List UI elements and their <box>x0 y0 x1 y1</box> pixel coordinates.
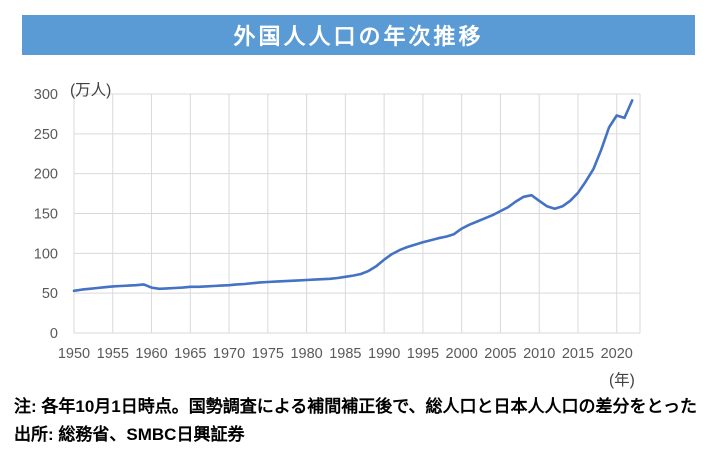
y-tick-label: 250 <box>34 127 58 143</box>
x-tick-label: 1995 <box>407 346 439 362</box>
y-tick-label: 50 <box>42 286 58 302</box>
x-tick-label: 1950 <box>58 346 90 362</box>
y-tick-label: 300 <box>34 87 58 103</box>
chart-title: 外国人人口の年次推移 <box>233 24 484 49</box>
x-tick-label: 2000 <box>446 346 478 362</box>
note-line: 注: 各年10月1日時点。国勢調査による補間補正後で、総人口と日本人人口の差分を… <box>14 397 698 416</box>
x-tick-label: 1980 <box>290 346 322 362</box>
x-tick-label: 1975 <box>252 346 284 362</box>
x-axis-unit-label: (年) <box>609 372 635 389</box>
x-tick-label: 2020 <box>601 346 633 362</box>
x-tick-label: 1960 <box>135 346 167 362</box>
x-tick-label: 1970 <box>213 346 245 362</box>
chart-title-banner: 外国人人口の年次推移 <box>22 15 695 55</box>
x-tick-label: 1990 <box>368 346 400 362</box>
x-tick-label: 1965 <box>174 346 206 362</box>
y-axis-unit-label: (万人) <box>70 82 112 99</box>
y-tick-label: 100 <box>34 246 58 262</box>
x-tick-label: 2005 <box>484 346 516 362</box>
y-tick-label: 200 <box>34 167 58 183</box>
footnotes: 注: 各年10月1日時点。国勢調査による補間補正後で、総人口と日本人人口の差分を… <box>14 393 714 449</box>
x-tick-label: 1985 <box>329 346 361 362</box>
y-tick-label: 0 <box>50 326 58 342</box>
y-tick-label: 150 <box>34 207 58 223</box>
population-line <box>72 99 634 293</box>
source-line: 出所: 総務省、SMBC日興証券 <box>14 425 245 444</box>
x-tick-label: 1955 <box>97 346 129 362</box>
x-tick-label: 2015 <box>562 346 594 362</box>
x-tick-label: 2010 <box>523 346 555 362</box>
